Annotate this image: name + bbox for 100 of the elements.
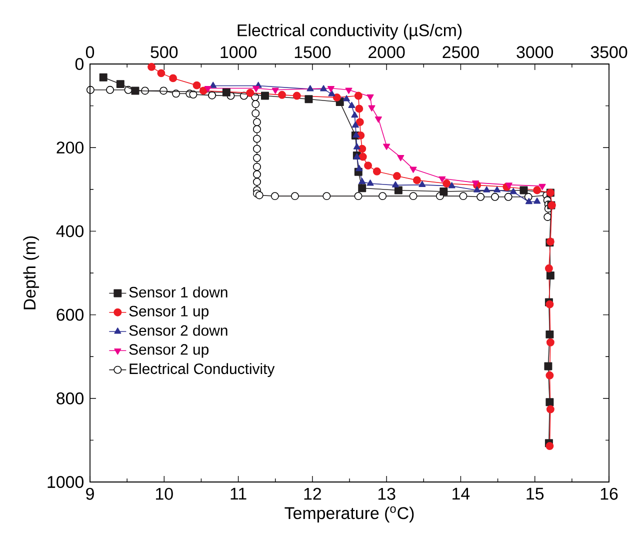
point: [358, 144, 366, 153]
x-tick-label: 16: [600, 488, 618, 500]
point: [148, 62, 156, 71]
point: [412, 176, 421, 184]
point: [345, 88, 352, 94]
point: [546, 442, 554, 450]
point: [116, 80, 124, 88]
point: [494, 186, 501, 192]
point: [383, 144, 390, 150]
point: [372, 167, 381, 176]
point: [252, 86, 260, 92]
point: [533, 186, 542, 194]
x-tick-label: 15: [526, 488, 544, 500]
x2-tick-label: 1000: [220, 46, 256, 58]
point: [332, 93, 341, 102]
point: [364, 162, 372, 170]
x2-tick-label: 0: [86, 46, 94, 58]
y-tick-label: 400: [56, 225, 84, 238]
x2-tick-label: 2000: [368, 46, 405, 58]
point: [448, 182, 456, 188]
legend-label: Sensor 2 down: [129, 324, 228, 336]
point: [534, 198, 541, 204]
point: [392, 172, 401, 180]
point: [210, 82, 217, 88]
x2-tick-label: 3500: [590, 46, 628, 58]
point: [544, 362, 552, 370]
x2-tick-label: 500: [150, 46, 178, 58]
point: [538, 184, 546, 190]
point: [157, 69, 166, 78]
x2-tick-label: 3000: [516, 46, 554, 58]
point: [374, 116, 382, 123]
y-tick-label: 1000: [48, 476, 84, 488]
point: [306, 85, 314, 92]
point: [394, 186, 402, 194]
point: [366, 180, 374, 186]
point: [510, 188, 517, 194]
point: [520, 186, 528, 194]
point: [483, 186, 490, 192]
x2-tick-label: 2500: [442, 46, 479, 58]
point: [343, 95, 350, 102]
point: [392, 181, 399, 188]
x-tick-label: 12: [304, 488, 321, 500]
point: [304, 95, 313, 104]
point: [99, 73, 108, 82]
y-axis-title: Depth (m): [23, 236, 39, 310]
point: [222, 88, 230, 96]
x-axis-title: Temperature ($^{o}$C): [284, 506, 414, 522]
point: [442, 180, 451, 188]
point: [546, 272, 554, 280]
y-tick-label: 800: [56, 392, 84, 404]
point: [356, 164, 363, 172]
x-tick-label: 14: [452, 488, 470, 500]
point: [358, 178, 366, 184]
x-tick-label: 10: [156, 488, 173, 500]
point: [353, 143, 360, 150]
point: [366, 94, 374, 101]
point: [204, 86, 212, 92]
point: [546, 330, 554, 338]
legend-label: Sensor 2 up: [129, 344, 209, 358]
point: [397, 155, 404, 162]
point: [169, 74, 178, 82]
point: [438, 176, 446, 183]
y-tick-label: 600: [56, 308, 84, 321]
y-tick-label: 200: [56, 142, 84, 154]
point: [546, 405, 554, 414]
point: [525, 198, 532, 204]
point: [546, 338, 554, 346]
point: [131, 86, 140, 95]
point: [544, 264, 553, 272]
legend-label: Electrical Conductivity: [130, 363, 275, 378]
point: [272, 88, 279, 94]
legend-label: Sensor 1 down: [129, 286, 228, 298]
point: [410, 166, 417, 173]
point: [440, 187, 448, 196]
legend-label: Sensor 1 up: [129, 306, 209, 320]
point: [260, 92, 269, 100]
point: [472, 180, 480, 187]
point: [358, 184, 366, 192]
point: [348, 102, 356, 108]
point: [418, 180, 426, 187]
point: [352, 121, 359, 128]
y-tick-label: 0: [75, 58, 84, 70]
point: [320, 85, 328, 92]
point: [354, 92, 362, 100]
point: [292, 92, 301, 100]
x-tick-label: 9: [86, 488, 94, 500]
point: [327, 86, 334, 92]
x-tick-label: 11: [230, 488, 246, 500]
point: [546, 398, 554, 406]
point: [474, 186, 481, 192]
point: [246, 88, 254, 97]
x-tick-label: 13: [378, 488, 396, 500]
point: [351, 111, 358, 118]
x2-tick-label: 1500: [294, 46, 331, 58]
point: [368, 105, 376, 112]
point: [546, 371, 554, 380]
point: [192, 81, 201, 90]
point: [505, 182, 512, 189]
point: [328, 90, 336, 96]
point: [199, 86, 208, 95]
